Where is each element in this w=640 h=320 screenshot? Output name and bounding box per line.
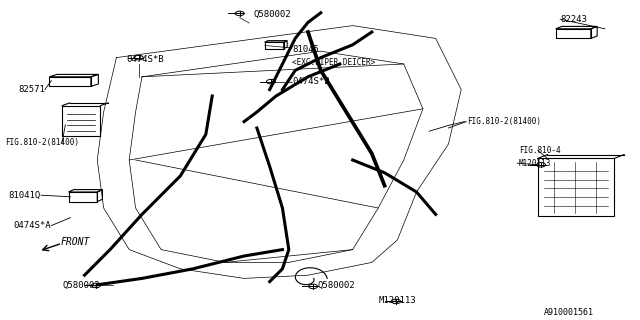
- Text: 82243: 82243: [560, 15, 587, 24]
- Text: 82571: 82571: [18, 85, 45, 94]
- Text: M120113: M120113: [378, 296, 416, 305]
- Text: <EXC.WIPER DEICER>: <EXC.WIPER DEICER>: [292, 58, 375, 67]
- Text: Q580002: Q580002: [317, 281, 355, 290]
- Text: 0474S*B: 0474S*B: [292, 77, 330, 86]
- Text: 81045: 81045: [292, 45, 319, 54]
- Text: FRONT: FRONT: [60, 236, 90, 247]
- Text: M120113: M120113: [518, 159, 551, 168]
- Text: 0474S*B: 0474S*B: [126, 55, 164, 64]
- Text: A910001561: A910001561: [544, 308, 594, 317]
- Text: Q580002: Q580002: [62, 281, 100, 290]
- Text: FIG.810-4: FIG.810-4: [518, 146, 560, 155]
- Text: 81041Q: 81041Q: [9, 191, 41, 200]
- Text: FIG.810-2(81400): FIG.810-2(81400): [468, 117, 541, 126]
- Text: FIG.810-2(81400): FIG.810-2(81400): [4, 138, 79, 147]
- Text: 0474S*A: 0474S*A: [13, 221, 51, 230]
- Text: Q580002: Q580002: [253, 10, 291, 19]
